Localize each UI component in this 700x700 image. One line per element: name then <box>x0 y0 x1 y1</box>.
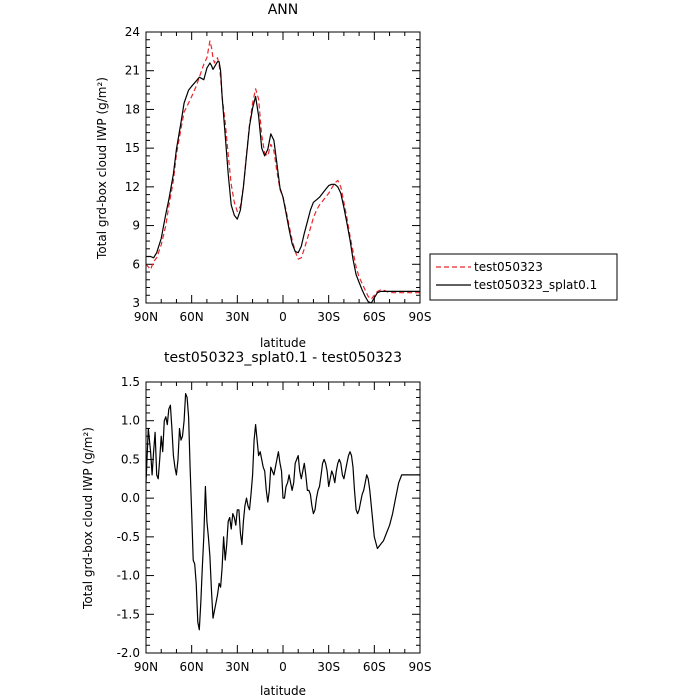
top-y-tick-label: 24 <box>125 25 140 39</box>
bottom-x-tick-label: 0 <box>279 660 287 674</box>
bottom-y-tick-label: -1.5 <box>117 607 140 621</box>
bottom-panel: test050323_splat0.1 - test050323 -2.0 -1.… <box>81 350 431 698</box>
top-plot-area: 3 6 9 12 15 18 21 24 90N 60N 30N 0 30S 60S 90S <box>125 25 432 324</box>
top-x-tick-label: 90S <box>409 310 432 324</box>
top-panel: ANN 3 6 9 12 15 18 21 24 90N 60N 30N 0 30S 60S 90S lat… <box>95 2 431 350</box>
bottom-y-tick-label: -1.0 <box>117 569 140 583</box>
top-y-tick-label: 6 <box>132 257 140 271</box>
bottom-series-line-diff-0 <box>145 393 420 631</box>
top-y-tick-label: 12 <box>125 180 140 194</box>
top-y-tick-label: 21 <box>125 64 140 78</box>
bottom-y-tick-label: -0.5 <box>117 530 140 544</box>
bottom-y-tick-label: 1.5 <box>121 375 140 389</box>
top-x-axis-label: latitude <box>260 336 306 350</box>
bottom-y-tick-label: 0.5 <box>121 452 140 466</box>
bottom-chart-title: test050323_splat0.1 - test050323 <box>164 350 402 366</box>
bottom-y-tick-label: -2.0 <box>117 646 140 660</box>
top-y-tick-label: 15 <box>125 141 140 155</box>
top-series-line-test050323_splat0.1 <box>146 61 420 304</box>
top-x-tick-label: 30S <box>317 310 340 324</box>
bottom-y-tick-label: 1.0 <box>121 414 140 428</box>
top-plot-frame <box>145 31 421 304</box>
top-x-tick-label: 0 <box>279 310 287 324</box>
bottom-plot-area: -2.0 -1.5 -1.0 -0.5 0.0 0.5 1.0 1.5 90N 60N 30N 0 30… <box>117 375 432 674</box>
top-y-tick-label: 3 <box>132 296 140 310</box>
top-x-tick-label: 60S <box>363 310 386 324</box>
bottom-y-axis-label: Total grd-box cloud IWP (g/m²) <box>81 427 95 610</box>
legend: test050323 test050323_splat0.1 <box>429 253 618 301</box>
bottom-y-tick-label: 0.0 <box>121 491 140 505</box>
bottom-x-tick-label: 60N <box>180 660 204 674</box>
bottom-x-tick-label: 90N <box>134 660 158 674</box>
bottom-x-tick-label: 30N <box>225 660 249 674</box>
bottom-x-tick-label: 60S <box>363 660 386 674</box>
top-y-tick-label: 18 <box>125 102 140 116</box>
legend-label-test050323: test050323 <box>474 260 543 274</box>
bottom-plot-frame <box>145 381 421 654</box>
top-chart-title: ANN <box>268 2 299 18</box>
top-x-tick-label: 30N <box>225 310 249 324</box>
legend-label-test050323-splat0.1: test050323_splat0.1 <box>474 278 597 292</box>
top-x-tick-label: 60N <box>180 310 204 324</box>
legend-box <box>429 253 618 301</box>
top-x-tick-label: 90N <box>134 310 158 324</box>
top-y-axis-label: Total grd-box cloud IWP (g/m²) <box>95 77 109 260</box>
top-y-tick-label: 9 <box>132 219 140 233</box>
bottom-x-tick-label: 90S <box>409 660 432 674</box>
bottom-x-axis-label: latitude <box>260 684 306 698</box>
top-series-line-test050323 <box>145 40 420 300</box>
bottom-x-tick-label: 30S <box>317 660 340 674</box>
